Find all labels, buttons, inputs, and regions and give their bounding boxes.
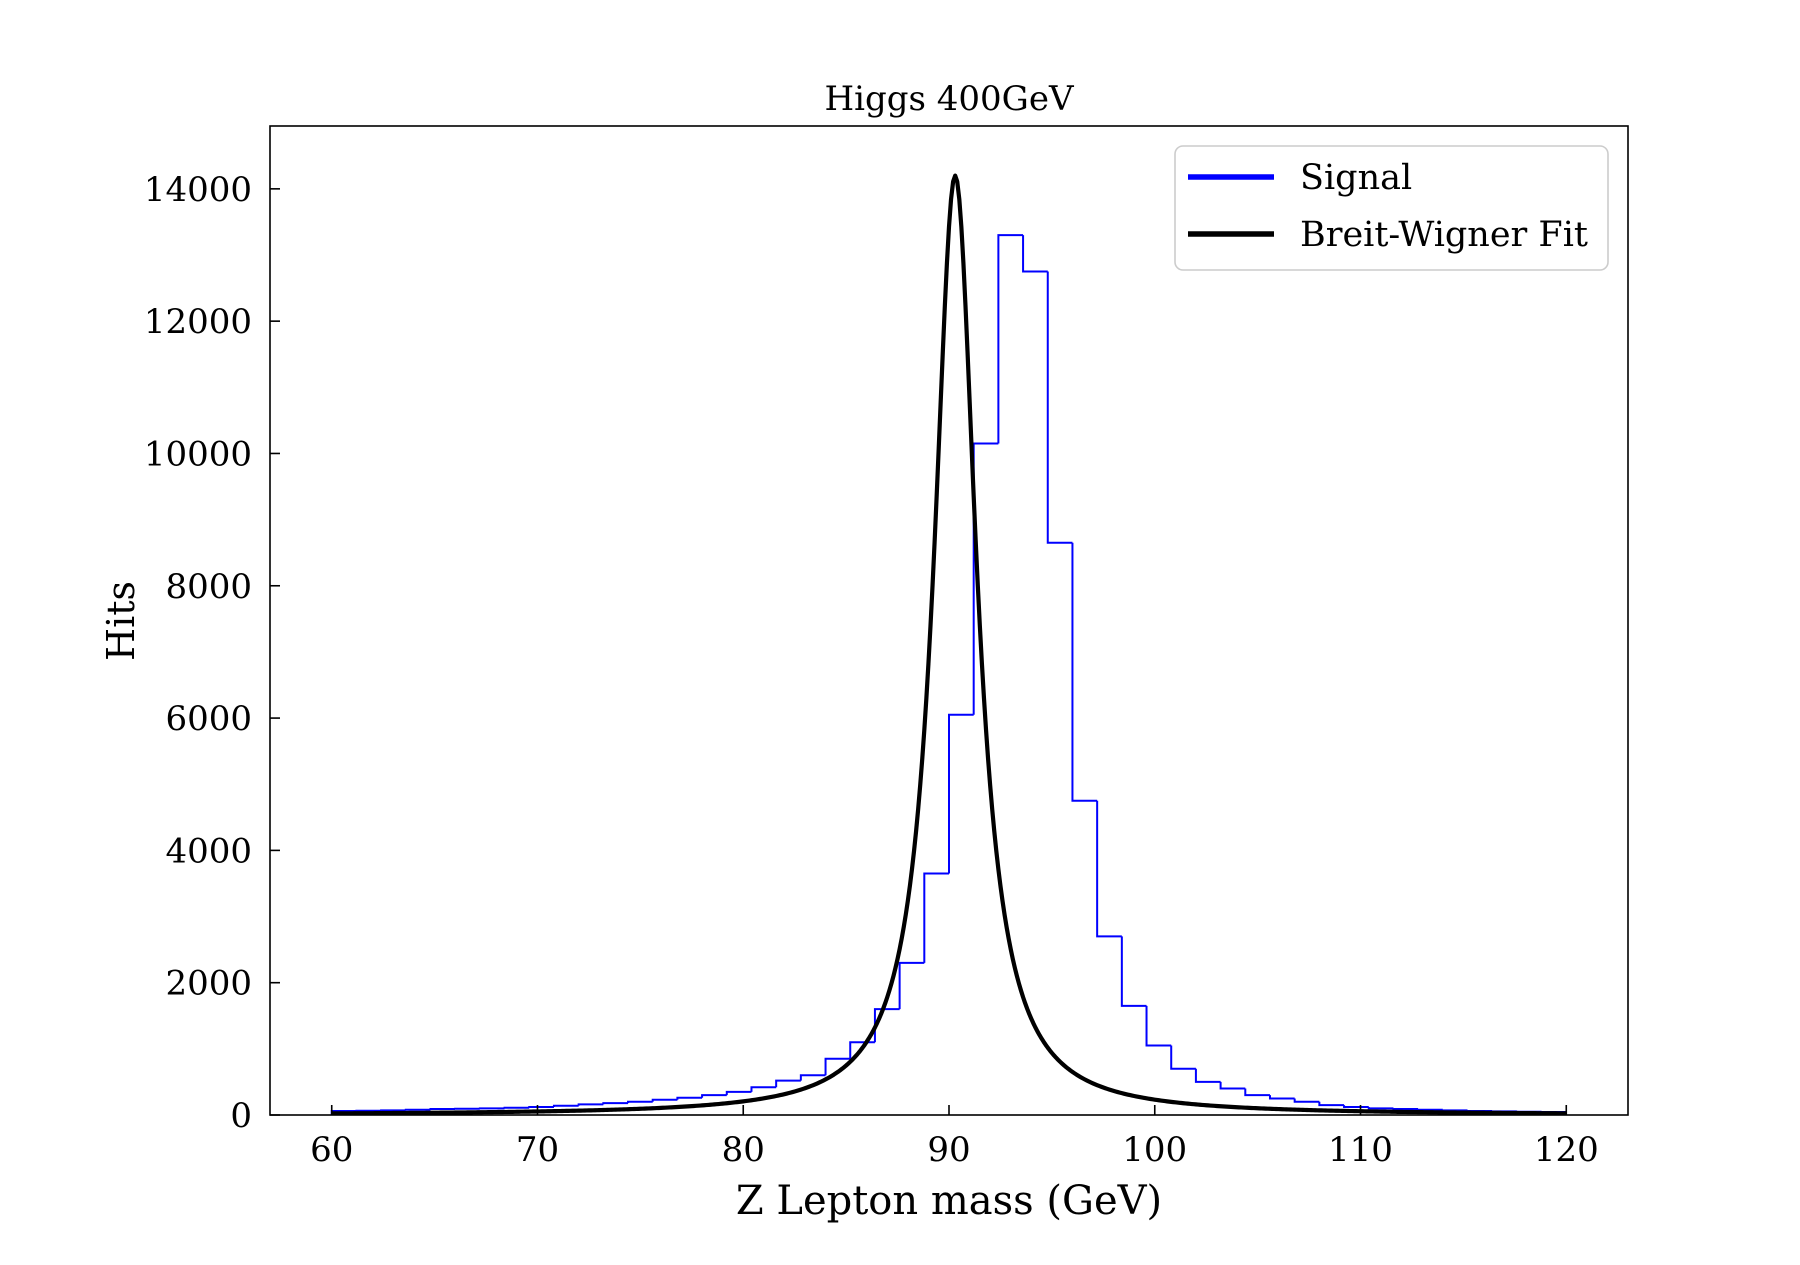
y-tick-label-14000: 14000 bbox=[144, 170, 252, 210]
y-tick-label-10000: 10000 bbox=[144, 434, 252, 474]
legend: Signal Breit-Wigner Fit bbox=[1175, 146, 1608, 270]
x-tick-label-60: 60 bbox=[310, 1130, 353, 1170]
x-axis-label: Z Lepton mass (GeV) bbox=[736, 1178, 1162, 1224]
x-tick-label-80: 80 bbox=[722, 1130, 765, 1170]
legend-label-signal: Signal bbox=[1300, 158, 1412, 198]
x-tick-label-100: 100 bbox=[1122, 1130, 1187, 1170]
histogram-bin bbox=[529, 1107, 554, 1108]
y-tick-label-12000: 12000 bbox=[144, 302, 252, 342]
histogram-bin bbox=[406, 1110, 431, 1111]
x-tick-label-70: 70 bbox=[516, 1130, 559, 1170]
x-tick-label-90: 90 bbox=[927, 1130, 970, 1170]
chart-title: Higgs 400GeV bbox=[824, 79, 1074, 119]
y-tick-label-2000: 2000 bbox=[165, 964, 252, 1004]
histogram-bin bbox=[1443, 1110, 1468, 1111]
y-tick-label-6000: 6000 bbox=[165, 699, 252, 739]
histogram-bin bbox=[1393, 1108, 1418, 1109]
histogram-bin bbox=[430, 1109, 455, 1110]
y-axis-label: Hits bbox=[99, 581, 143, 661]
y-tick-label-4000: 4000 bbox=[165, 831, 252, 871]
y-tick-label-8000: 8000 bbox=[165, 567, 252, 607]
y-tick-label-0: 0 bbox=[230, 1096, 252, 1136]
x-tick-label-110: 110 bbox=[1328, 1130, 1393, 1170]
histogram-bin bbox=[505, 1108, 530, 1109]
x-tick-label-120: 120 bbox=[1534, 1130, 1599, 1170]
histogram-bin bbox=[1418, 1109, 1443, 1110]
legend-label-breit-wigner-fit: Breit-Wigner Fit bbox=[1300, 215, 1588, 255]
